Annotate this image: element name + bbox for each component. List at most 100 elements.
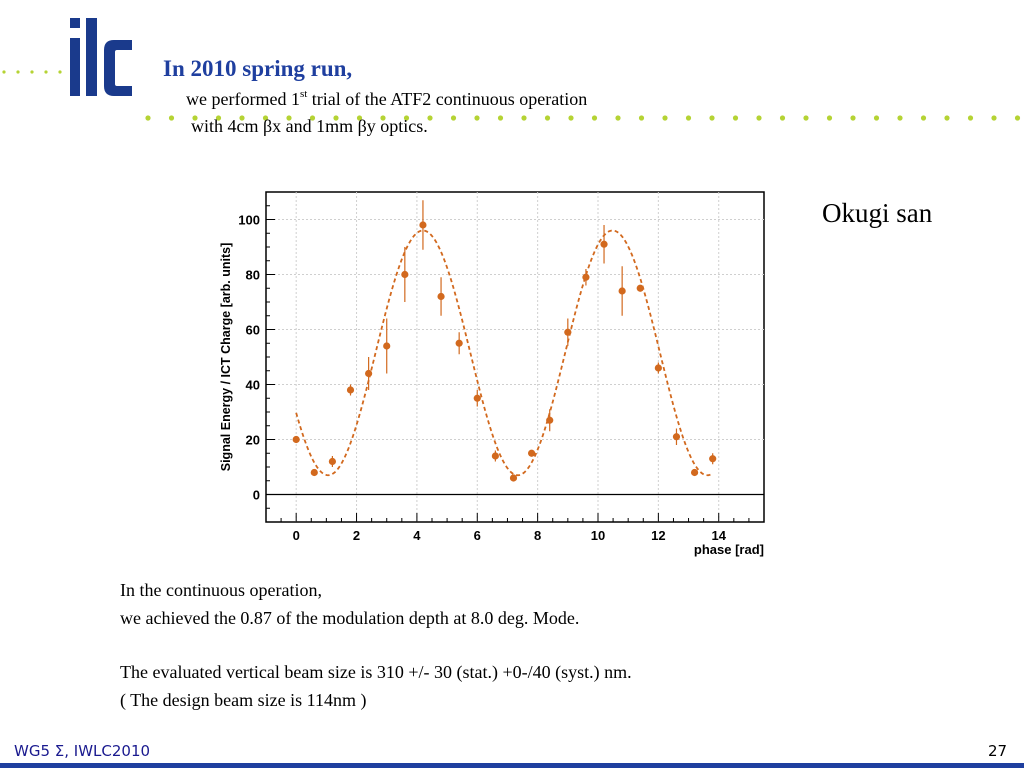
data-point [509,474,518,482]
decor-dot [450,115,457,121]
x-tick-label: 10 [591,528,605,543]
data-marker [709,455,717,463]
y-tick-label: 0 [253,488,260,503]
phase-scan-chart: 0 2 4 6 8 10 12 14 0 20 40 60 80 100 phase [rad] Sig… [219,191,765,557]
decor-dot [638,115,645,121]
x-tick-label: 12 [651,528,665,543]
data-marker [509,474,518,482]
data-marker [528,449,536,457]
data-marker [437,292,445,301]
dotted-line-bottom [145,115,1021,121]
data-marker [546,416,554,424]
decor-dot [58,70,62,74]
decor-dot [615,115,621,121]
data-point [310,468,318,477]
plot-frame [265,191,765,523]
data-marker [328,457,336,466]
decor-dot [474,115,480,121]
decor-dot [756,115,762,121]
decor-dot [685,115,692,121]
decor-dot [944,115,950,121]
author-label: Okugi san [822,198,933,228]
data-point [709,453,717,465]
decor-dot [30,70,34,74]
data-marker [419,221,427,229]
data-marker [636,284,644,292]
data-marker [582,273,590,281]
decor-dot [568,115,574,121]
decor-dot [873,115,880,121]
ilc-logo [62,14,142,110]
decor-dot [521,115,527,121]
data-point [528,449,536,457]
decor-dot [309,115,316,121]
data-marker [346,386,355,394]
decor-dot [239,115,245,121]
decor-dot [215,115,222,121]
decor-dot [1014,115,1021,121]
decor-dot [16,70,20,74]
x-tick-label: 14 [711,528,726,543]
decor-dot [427,115,433,121]
decor-dot [732,115,739,121]
data-marker [600,240,608,248]
data-point [564,318,572,346]
decor-dot [803,115,809,121]
decor-dot [850,115,856,121]
data-point [546,409,554,432]
decor-dot [779,115,786,121]
body-line-3: The evaluated vertical beam size is 310 … [120,662,632,682]
y-tick-label: 100 [238,213,260,228]
decor-dot [967,115,974,121]
y-axis-ticks: 0 20 40 60 80 100 [238,191,275,523]
decor-dot [497,115,504,121]
y-tick-label: 60 [246,323,260,338]
data-marker [564,328,572,336]
y-tick-label: 20 [246,433,260,448]
data-marker [365,369,373,378]
y-tick-label: 80 [246,268,260,283]
data-point [292,435,300,444]
body-line-4: ( The design beam size is 114nm ) [120,690,367,710]
page-number: 27 [988,742,1008,760]
decor-dot [380,115,386,121]
data-point [473,390,481,407]
decor-dot [662,115,668,121]
x-tick-label: 6 [474,528,481,543]
decor-dot [709,115,715,121]
data-marker [654,364,662,372]
data-point [455,332,463,355]
body-line-2: we achieved the 0.87 of the modulation d… [120,608,580,628]
decor-dot [145,115,151,121]
data-marker [618,287,626,295]
x-tick-label: 0 [293,528,300,543]
y-axis-label: Signal Energy / ICT Charge [arb. units] [219,243,233,472]
decor-dot [897,115,903,121]
decor-dot [356,115,363,121]
data-point [419,200,427,250]
slide-title: In 2010 spring run, [163,56,353,81]
data-marker [473,394,481,402]
data-point [328,456,336,467]
data-point [383,318,391,374]
decor-dot [591,115,598,121]
decor-dot [333,115,339,121]
data-marker [455,339,463,347]
decor-dot [44,70,48,74]
data-point [365,357,373,390]
data-marker [292,435,300,444]
footer-label: WG5 Σ, IWLC2010 [14,742,151,760]
data-marker [383,342,391,350]
data-point [491,450,499,462]
x-tick-label: 8 [534,528,541,543]
decor-dot [920,115,927,121]
decor-dot [403,115,410,121]
data-marker [690,468,699,477]
y-tick-label: 40 [246,378,260,393]
data-point [582,269,590,286]
decor-dot [2,70,6,74]
decor-dot [192,115,198,121]
data-points [292,200,717,482]
decor-dot [262,115,269,121]
data-point [654,362,662,374]
